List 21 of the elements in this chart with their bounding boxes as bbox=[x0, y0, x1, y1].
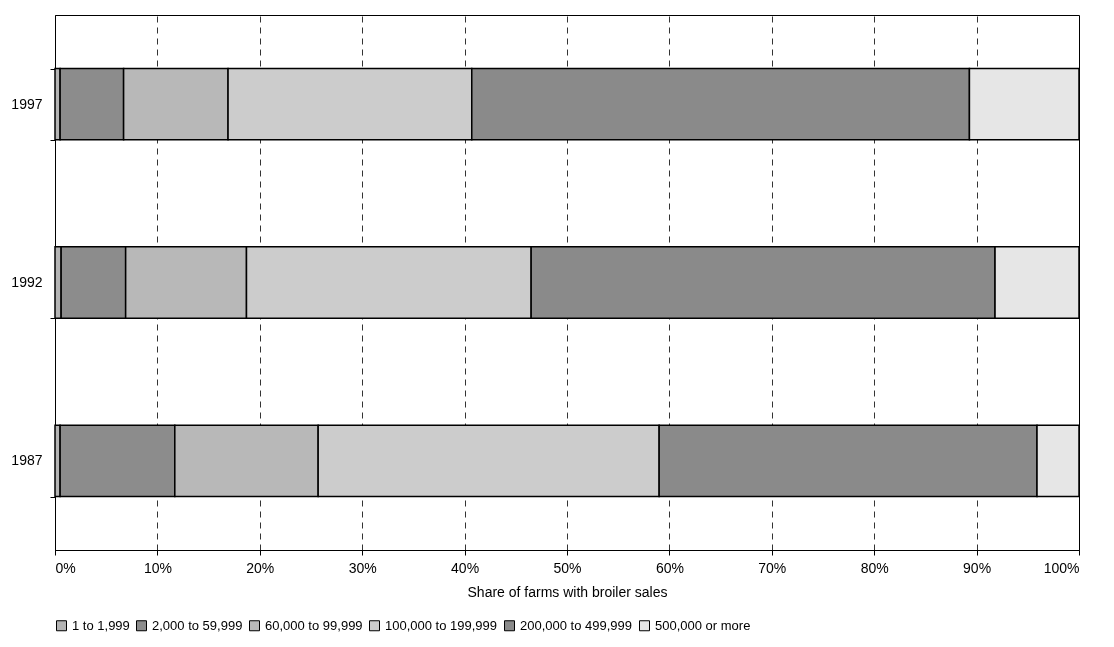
x-tick-label: 30% bbox=[348, 559, 377, 576]
legend-label: 1 to 1,999 bbox=[72, 617, 130, 633]
legend-label: 100,000 to 199,999 bbox=[385, 617, 498, 633]
x-axis-title: Share of farms with broiler sales bbox=[467, 583, 668, 600]
x-tick-label: 0% bbox=[55, 559, 76, 576]
legend-label: 500,000 or more bbox=[655, 617, 751, 633]
x-tick-label: 60% bbox=[655, 559, 684, 576]
legend-label: 2,000 to 59,999 bbox=[152, 617, 243, 633]
y-tick-label: 1987 bbox=[11, 452, 43, 469]
legend-label: 200,000 to 499,999 bbox=[520, 617, 633, 633]
y-tick-label: 1997 bbox=[11, 95, 43, 112]
x-tick-label: 20% bbox=[246, 559, 275, 576]
x-tick-label: 10% bbox=[143, 559, 172, 576]
x-tick-label: 70% bbox=[758, 559, 787, 576]
y-tick-label: 1992 bbox=[11, 274, 43, 290]
x-tick-label: 90% bbox=[963, 559, 992, 576]
legend-label: 60,000 to 99,999 bbox=[265, 617, 363, 633]
x-tick-label: 40% bbox=[451, 559, 480, 576]
x-tick-label: 80% bbox=[860, 559, 889, 576]
x-tick-label: 50% bbox=[553, 559, 582, 576]
x-tick-label: 100% bbox=[1043, 559, 1080, 576]
